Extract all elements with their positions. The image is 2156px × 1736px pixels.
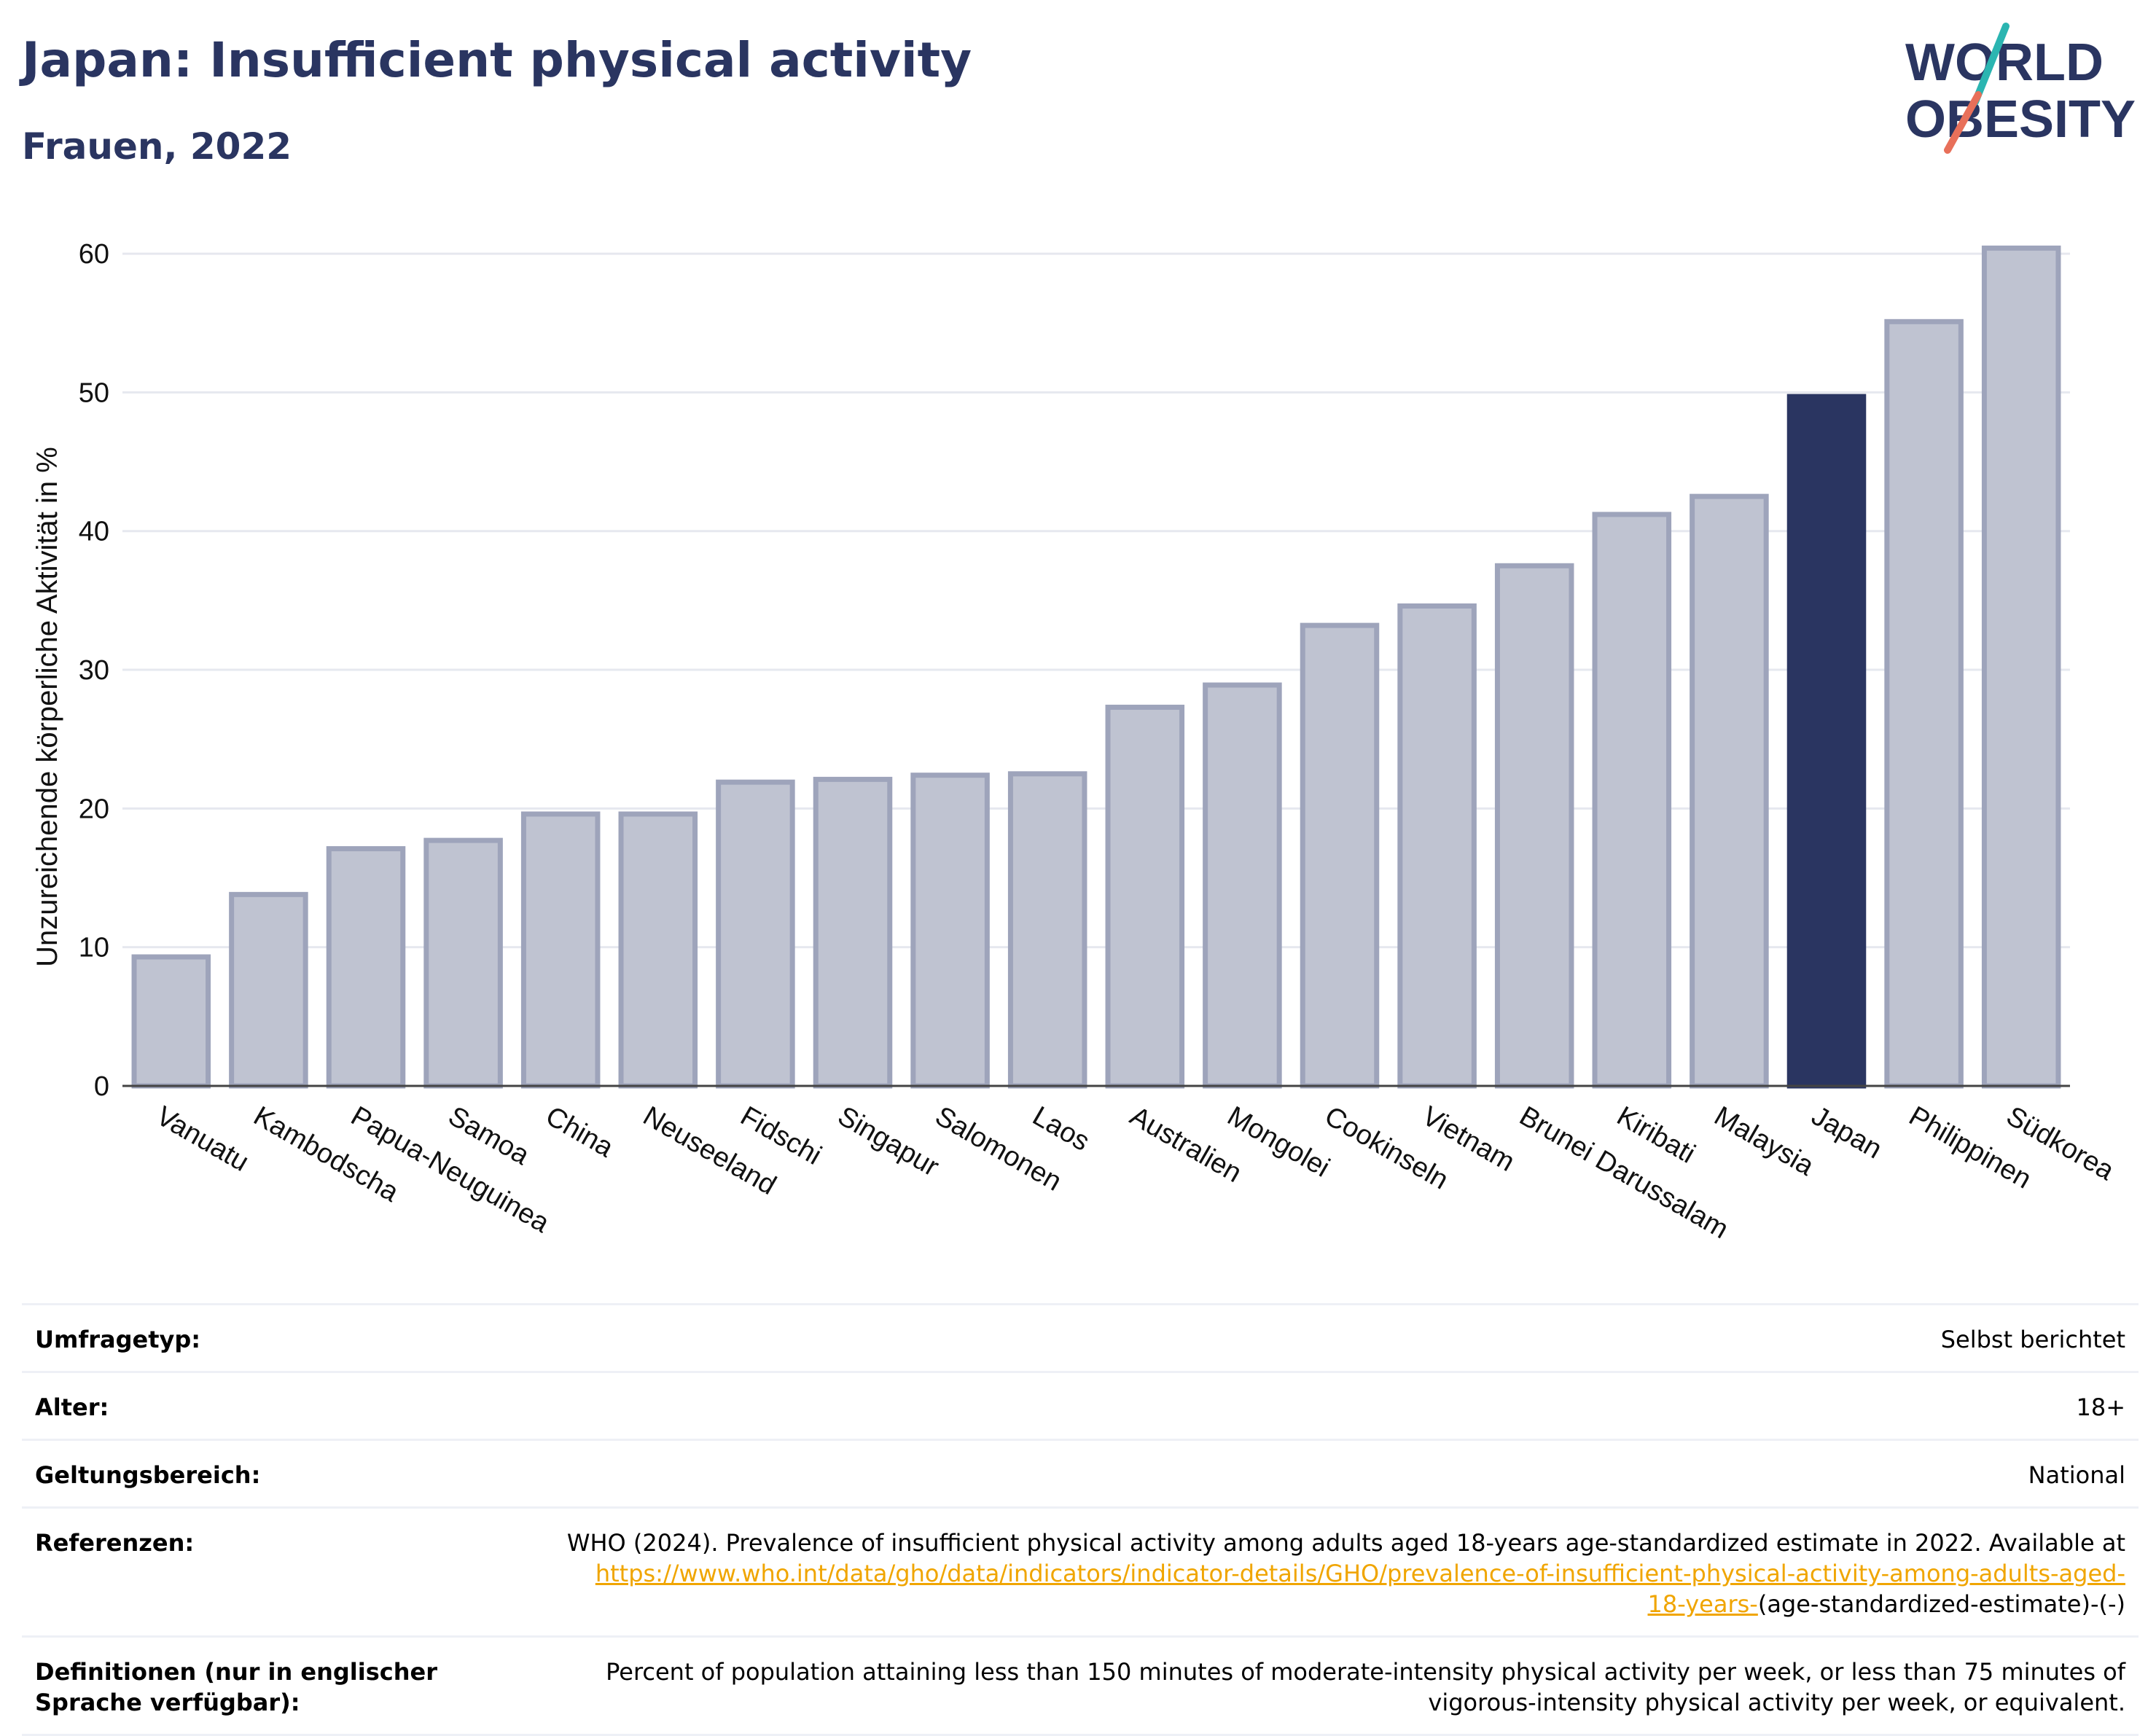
bar	[229, 891, 308, 1089]
bar	[1981, 245, 2061, 1089]
info-value: National	[2028, 1461, 2125, 1489]
info-row-age: Alter: 18+	[22, 1371, 2139, 1439]
bar	[910, 773, 990, 1089]
references-text: WHO (2024). Prevalence of insufficient p…	[566, 1529, 2125, 1557]
info-row-references: Referenzen: WHO (2024). Prevalence of in…	[22, 1506, 2139, 1635]
y-tick-label: 30	[79, 655, 109, 686]
page-subtitle: Frauen, 2022	[22, 125, 292, 168]
info-label: Umfragetyp:	[35, 1326, 201, 1353]
world-obesity-logo: WORLD OBESITY	[1905, 23, 2136, 154]
bar	[716, 779, 795, 1089]
references-suffix: (age-standardized-estimate)-(-)	[1757, 1590, 2125, 1618]
bar-chart: 0 10 20 30 40 50 60 VanuatuKambodschaPapua-Neu…	[31, 239, 2120, 1245]
bar	[131, 954, 211, 1089]
info-label: Definitionen (nur in englischer Sprache …	[35, 1658, 437, 1716]
info-value: 18+	[2076, 1393, 2125, 1421]
info-row-definitions: Definitionen (nur in englischer Sprache …	[22, 1635, 2139, 1736]
bar	[326, 846, 406, 1089]
grid-layer	[122, 252, 2070, 1087]
y-tick-label: 40	[79, 517, 109, 547]
bar	[1203, 682, 1282, 1089]
x-tick-label: Malaysia	[1709, 1100, 1820, 1182]
page-title: Japan: Insufficient physical activity	[22, 32, 972, 88]
x-tick-label: Singapur	[832, 1100, 944, 1183]
info-label: Referenzen:	[35, 1529, 195, 1557]
bar	[1007, 771, 1087, 1089]
x-tick-label: Laos	[1027, 1100, 1094, 1157]
bars-layer	[131, 245, 2061, 1089]
bar	[1884, 318, 1964, 1089]
bar	[1300, 622, 1380, 1089]
info-value: Selbst berichtet	[1940, 1326, 2125, 1353]
y-tick-label: 10	[79, 933, 109, 963]
x-tick-label: China	[540, 1100, 619, 1163]
y-tick-labels: 0 10 20 30 40 50 60	[79, 239, 109, 1102]
logo-slash-teal	[1972, 23, 2009, 106]
bar-highlighted	[1786, 394, 1867, 1089]
y-tick-label: 0	[94, 1071, 109, 1102]
bar	[1397, 603, 1477, 1089]
references-link[interactable]: https://www.who.int/data/gho/data/indica…	[595, 1560, 2125, 1587]
bar	[1105, 704, 1185, 1089]
x-tick-label: Australien	[1125, 1100, 1246, 1189]
info-label: Geltungsbereich:	[35, 1461, 261, 1489]
y-tick-label: 20	[79, 794, 109, 824]
bar	[1592, 512, 1672, 1089]
references-link-continued[interactable]: 18-years-	[1647, 1590, 1758, 1618]
logo-word-obesity: OBESITY	[1905, 90, 2136, 149]
bar	[1690, 493, 1769, 1089]
bar	[423, 837, 503, 1089]
bar	[618, 811, 698, 1089]
info-value: Percent of population attaining less tha…	[606, 1658, 2125, 1716]
logo-word-world: WORLD	[1905, 34, 2104, 92]
y-axis-label: Unzureichende körperliche Aktivität in %	[31, 447, 63, 967]
y-tick-label: 50	[79, 378, 109, 408]
bar	[1494, 563, 1574, 1089]
info-row-survey-type: Umfragetyp: Selbst berichtet	[22, 1303, 2139, 1371]
x-tick-label: Vanuatu	[151, 1100, 254, 1178]
bar	[813, 776, 893, 1089]
y-tick-label: 60	[79, 239, 109, 270]
info-label: Alter:	[35, 1393, 109, 1421]
info-row-coverage: Geltungsbereich: National	[22, 1439, 2139, 1506]
references-value: WHO (2024). Prevalence of insufficient p…	[545, 1528, 2125, 1619]
logo-slash-coral	[1944, 91, 1982, 154]
info-table: Umfragetyp: Selbst berichtet Alter: 18+ …	[22, 1303, 2139, 1736]
bar	[520, 811, 601, 1089]
